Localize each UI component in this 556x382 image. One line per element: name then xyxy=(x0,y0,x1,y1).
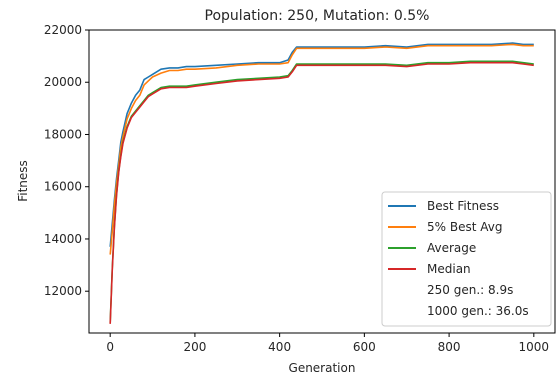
x-tick-label: 400 xyxy=(268,340,291,354)
plot-lines xyxy=(109,42,534,324)
series-line-median xyxy=(109,61,534,324)
legend-entry: Median xyxy=(427,262,471,276)
legend-entry: Average xyxy=(427,241,476,255)
x-axis-label: Generation xyxy=(289,361,356,375)
x-axis: 0 200 400 600 800 1000 xyxy=(106,333,549,354)
y-tick-label: 20000 xyxy=(44,75,82,89)
series-line-best-fitness xyxy=(109,42,534,247)
y-tick-label: 16000 xyxy=(44,180,82,194)
legend-entry: Best Fitness xyxy=(427,199,499,213)
legend-note: 250 gen.: 8.9s xyxy=(427,283,513,297)
chart-title: Population: 250, Mutation: 0.5% xyxy=(205,8,430,24)
legend-entry: 5% Best Avg xyxy=(427,220,502,234)
y-tick-label: 12000 xyxy=(44,284,82,298)
x-tick-label: 1000 xyxy=(519,340,550,354)
y-tick-label: 22000 xyxy=(44,23,82,37)
x-tick-label: 800 xyxy=(438,340,461,354)
y-tick-label: 14000 xyxy=(44,232,82,246)
legend: Best Fitness 5% Best Avg Average Median 250 … xyxy=(381,191,552,327)
series-line-5-best-avg xyxy=(109,43,534,255)
legend-box xyxy=(381,191,552,327)
x-tick-label: 0 xyxy=(106,340,114,354)
plot-frame xyxy=(88,29,556,334)
x-tick-label: 200 xyxy=(183,340,206,354)
x-tick-label: 600 xyxy=(353,340,376,354)
y-axis-label: Fitness xyxy=(16,160,30,202)
legend-note: 1000 gen.: 36.0s xyxy=(427,304,529,318)
y-tick-label: 18000 xyxy=(44,127,82,141)
y-axis: 12000 14000 16000 18000 20000 22000 xyxy=(44,23,89,298)
